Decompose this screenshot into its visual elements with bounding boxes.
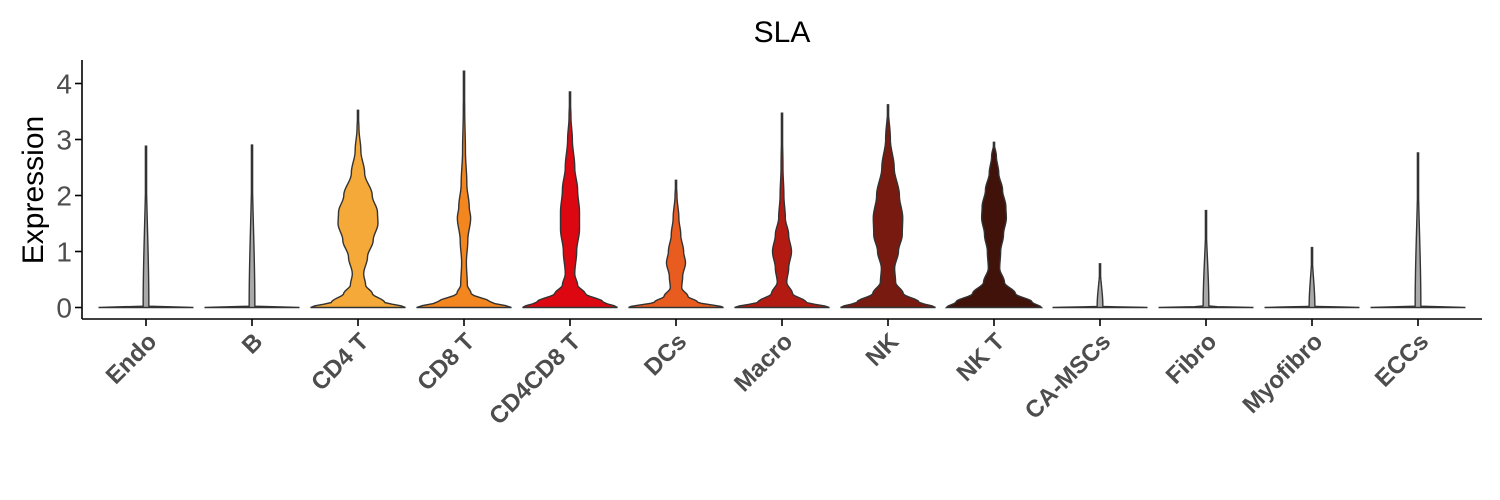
x-tick-label: ECCs — [1370, 328, 1434, 392]
x-tick-label: CD4CD8 T — [484, 328, 586, 430]
x-tick-label: Myofibro — [1238, 328, 1329, 419]
y-tick-label: 2 — [56, 181, 72, 212]
violin-myofibro — [1264, 246, 1360, 309]
x-tick-label: Fibro — [1161, 328, 1223, 390]
x-tick-label: CA-MSCs — [1020, 328, 1116, 424]
violin-dcs — [628, 179, 724, 309]
x-tick-label: CD8 T — [412, 328, 480, 396]
x-tick-label: Macro — [729, 328, 798, 397]
violin-macro — [734, 112, 830, 309]
violin-fibro — [1158, 209, 1254, 309]
x-tick-label: CD4 T — [306, 328, 374, 396]
x-tick-label: NK T — [952, 328, 1011, 387]
y-ticks-group: 0 1 2 3 4 — [56, 69, 82, 324]
y-tick-label: 4 — [56, 69, 72, 100]
violin-b — [204, 144, 300, 309]
violin-nk-t — [944, 141, 1044, 309]
x-tick-label: Endo — [101, 328, 163, 390]
violin-cd4cd8-t — [522, 91, 618, 309]
violins-group — [98, 70, 1466, 309]
violin-cd4-t — [310, 109, 406, 309]
x-tick-label: NK — [861, 328, 905, 372]
violin-eccs — [1370, 152, 1466, 309]
y-tick-label: 3 — [56, 125, 72, 156]
y-tick-label: 0 — [56, 293, 72, 324]
y-tick-label: 1 — [56, 237, 72, 268]
x-tick-label: DCs — [639, 328, 692, 381]
violin-endo — [98, 145, 194, 309]
violin-ca-mscs — [1052, 263, 1148, 309]
y-axis-label: Expression — [17, 116, 50, 264]
violin-cd8-t — [416, 70, 512, 309]
violin-nk — [840, 104, 936, 309]
x-ticks-group: Endo B CD4 T CD8 T CD4CD8 T DCs Macro NK NK T CA-… — [101, 319, 1434, 430]
chart-title: SLA — [754, 16, 811, 49]
x-tick-label: B — [237, 328, 268, 359]
